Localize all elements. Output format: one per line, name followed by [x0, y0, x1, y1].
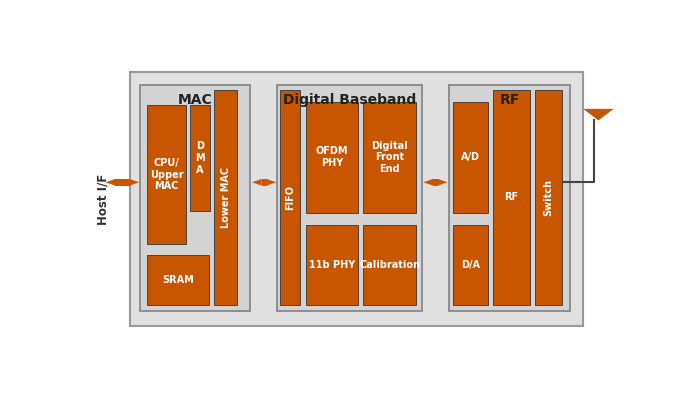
Bar — [449, 85, 570, 311]
Text: Host I/F: Host I/F — [96, 173, 109, 225]
Text: Digital Baseband: Digital Baseband — [283, 93, 416, 108]
Text: D
M
A: D M A — [195, 141, 204, 175]
Text: SRAM: SRAM — [162, 275, 194, 285]
Bar — [148, 255, 209, 305]
Polygon shape — [252, 179, 262, 186]
Bar — [453, 102, 488, 213]
Polygon shape — [423, 179, 433, 186]
Text: FIFO: FIFO — [286, 185, 295, 210]
Polygon shape — [105, 179, 115, 186]
Text: Digital
Front
End: Digital Front End — [371, 141, 408, 174]
Bar — [262, 179, 267, 186]
Bar — [493, 90, 529, 305]
Text: MAC: MAC — [178, 93, 213, 108]
Text: Lower MAC: Lower MAC — [221, 167, 231, 228]
Bar — [280, 90, 300, 305]
Bar — [306, 102, 358, 213]
Bar — [190, 105, 210, 211]
Text: OFDM
PHY: OFDM PHY — [316, 147, 349, 168]
Bar — [433, 179, 438, 186]
Bar — [140, 85, 250, 311]
Text: Switch: Switch — [543, 179, 554, 216]
Text: A/D: A/D — [461, 152, 480, 162]
Text: CPU/
Upper
MAC: CPU/ Upper MAC — [150, 158, 184, 191]
Text: RF: RF — [500, 93, 520, 108]
Bar — [277, 85, 422, 311]
Polygon shape — [438, 179, 448, 186]
Text: RF: RF — [505, 192, 518, 203]
Text: D/A: D/A — [461, 260, 480, 270]
Bar — [363, 102, 416, 213]
Polygon shape — [267, 179, 277, 186]
Bar — [453, 225, 488, 305]
Bar — [148, 105, 186, 244]
Bar — [363, 225, 416, 305]
Bar — [534, 90, 563, 305]
Text: 11b PHY: 11b PHY — [309, 260, 356, 270]
Bar — [306, 225, 358, 305]
Bar — [130, 72, 584, 326]
Polygon shape — [583, 109, 614, 120]
Bar — [214, 90, 237, 305]
Text: Calibration: Calibration — [359, 260, 420, 270]
Bar — [115, 179, 130, 186]
Polygon shape — [130, 179, 139, 186]
